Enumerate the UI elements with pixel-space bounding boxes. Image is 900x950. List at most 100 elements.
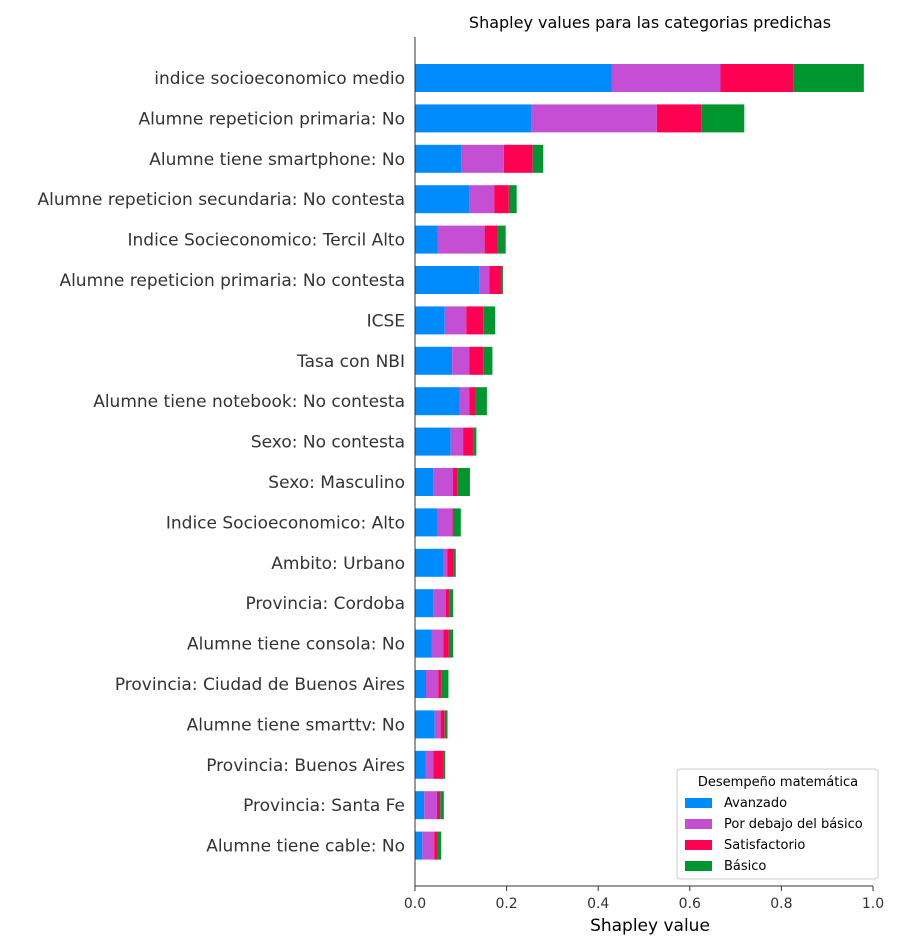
bar-basico-indice-socioeconomico-alto [453,508,461,537]
bar-por-debajo-del-basico-ambito-urbano [443,548,448,577]
bar-basico-sexo-no-contesta [473,427,477,456]
bar-satisfactorio-provincia-buenos-aires [433,750,444,779]
bar-por-debajo-del-basico-alumne-repeticion-primaria-no [531,104,657,133]
bar-basico-ambito-urbano [453,548,456,577]
bar-por-debajo-del-basico-icse [444,306,467,335]
bar-satisfactorio-sexo-no-contesta [463,427,474,456]
bar-avanzado-alumne-tiene-notebook-no-contesta [415,387,460,416]
bar-basico-alumne-repeticion-secundaria-no-contesta [508,185,517,214]
bar-basico-provincia-buenos-aires [443,750,446,779]
bar-basico-alumne-repeticion-primaria-no [701,104,745,133]
bar-satisfactorio-provincia-cordoba [445,589,450,618]
bar-satisfactorio-alumne-tiene-smartphone-no [503,144,533,173]
x-axis-label: Shapley value [590,916,710,936]
legend: Desempeño matemática Avanzado Por debajo … [676,768,879,880]
legend-swatch-satisfactorio [685,840,712,850]
feature-label-icse: ICSE [367,311,405,331]
bar-basico-tasa-con-nbi [483,346,493,375]
feature-label-alumne-tiene-smarttv-no: Alumne tiene smarttv: No [187,715,405,735]
bar-avanzado-alumne-tiene-cable-no [415,831,423,860]
bar-por-debajo-del-basico-alumne-tiene-cable-no [422,831,435,860]
x-tick-label: 0.2 [495,896,517,912]
feature-label-alumne-repeticion-primaria-no-contesta: Alumne repeticion primaria: No contesta [59,271,405,291]
bar-por-debajo-del-basico-alumne-repeticion-primaria-no-contesta [479,266,490,294]
x-tick-label: 0.4 [587,896,609,912]
bar-avanzado-alumne-repeticion-primaria-no-contesta [415,266,480,294]
bar-avanzado-ambito-urbano [415,548,444,577]
bar-satisfactorio-alumne-repeticion-primaria-no [656,104,702,133]
bar-basico-alumne-tiene-notebook-no-contesta [475,387,487,416]
bar-por-debajo-del-basico-sexo-masculino [433,468,454,496]
feature-label-tasa-con-nbi: Tasa con NBI [296,352,405,372]
x-tick-label: 0.8 [770,896,792,912]
legend-frame [676,768,879,880]
x-tick-label: 0.0 [404,896,426,912]
bar-satisfactorio-alumne-repeticion-primaria-no-contesta [489,266,502,294]
bar-avanzado-indice-socioeconomico-medio [415,64,612,92]
bar-basico-alumne-tiene-cable-no [437,831,442,860]
bar-satisfactorio-indice-socioeconomico-alto [452,508,454,537]
feature-label-provincia-santa-fe: Provincia: Santa Fe [243,796,405,816]
bar-por-debajo-del-basico-alumne-tiene-smartphone-no [461,144,504,173]
bar-satisfactorio-indice-socieconomico-tercil-alto [484,225,498,254]
bar-basico-alumne-repeticion-primaria-no-contesta [501,266,503,294]
bar-por-debajo-del-basico-provincia-buenos-aires [425,750,434,779]
bar-basico-provincia-santa-fe [440,791,444,820]
bar-satisfactorio-ambito-urbano [447,548,454,577]
bar-basico-indice-socioeconomico-medio [793,64,864,92]
bar-por-debajo-del-basico-provincia-santa-fe [424,791,437,820]
bar-basico-sexo-masculino [457,468,470,496]
legend-label-por-debajo-del-basico: Por debajo del básico [724,817,863,832]
bar-satisfactorio-provincia-ciudad-de-buenos-aires [438,670,442,698]
bar-avanzado-provincia-cordoba [415,589,434,618]
bar-avanzado-provincia-buenos-aires [415,750,426,779]
bar-avanzado-alumne-repeticion-primaria-no [415,104,532,133]
bar-avanzado-provincia-santa-fe [415,791,425,820]
feature-label-alumne-tiene-notebook-no-contesta: Alumne tiene notebook: No contesta [93,392,405,412]
x-ticks: 0.0 0.2 0.4 0.6 0.8 1.0 [404,886,884,912]
bar-avanzado-sexo-masculino [415,468,434,496]
bar-por-debajo-del-basico-sexo-no-contesta [450,427,464,456]
bar-avanzado-icse [415,306,445,335]
bar-satisfactorio-sexo-masculino [453,468,458,496]
feature-label-alumne-tiene-consola-no: Alumne tiene consola: No [187,635,405,655]
bar-satisfactorio-provincia-santa-fe [436,791,441,820]
bar-avanzado-sexo-no-contesta [415,427,451,456]
bar-por-debajo-del-basico-alumne-repeticion-secundaria-no-contesta [469,185,495,214]
bars-group [415,64,864,860]
bar-basico-icse [483,306,496,335]
bar-por-debajo-del-basico-indice-socieconomico-tercil-alto [437,225,485,254]
feature-label-ambito-urbano: Ambito: Urbano [271,554,405,574]
x-tick-label: 1.0 [862,896,884,912]
feature-label-indice-socioeconomico-alto: Indice Socioeconomico: Alto [166,513,405,533]
feature-label-indice-socioeconomico-medio: indice socioeconomico medio [154,69,405,89]
bar-satisfactorio-alumne-tiene-consola-no [443,629,449,658]
feature-label-provincia-cordoba: Provincia: Cordoba [245,594,405,614]
bar-por-debajo-del-basico-alumne-tiene-smarttv-no [434,710,441,739]
legend-items: Avanzado Por debajo del básico Satisfactor… [685,796,863,874]
bar-satisfactorio-icse [466,306,484,335]
legend-title: Desempeño matemática [698,775,858,790]
bar-basico-alumne-tiene-smartphone-no [532,144,544,173]
bar-satisfactorio-alumne-tiene-notebook-no-contesta [469,387,476,416]
feature-labels: indice socioeconomico medio Alumne repeti… [38,69,406,857]
bar-basico-indice-socieconomico-tercil-alto [497,225,506,254]
bar-por-debajo-del-basico-indice-socioeconomico-medio [611,64,721,92]
legend-swatch-por-debajo-del-basico [685,819,712,829]
feature-label-alumne-tiene-smartphone-no: Alumne tiene smartphone: No [149,150,405,170]
feature-label-indice-socieconomico-tercil-alto: Indice Socieconomico: Tercil Alto [127,231,405,251]
feature-label-sexo-masculino: Sexo: Masculino [268,473,405,493]
bar-por-debajo-del-basico-provincia-ciudad-de-buenos-aires [425,670,439,698]
bar-satisfactorio-alumne-repeticion-secundaria-no-contesta [494,185,509,214]
bar-basico-provincia-cordoba [449,589,454,618]
legend-label-avanzado: Avanzado [724,796,787,811]
bar-por-debajo-del-basico-provincia-cordoba [433,589,446,618]
bar-satisfactorio-alumne-tiene-smarttv-no [440,710,445,739]
bar-avanzado-alumne-repeticion-secundaria-no-contesta [415,185,470,214]
feature-label-provincia-ciudad-de-buenos-aires: Provincia: Ciudad de Buenos Aires [115,675,405,695]
bar-satisfactorio-alumne-tiene-cable-no [434,831,438,860]
feature-label-provincia-buenos-aires: Provincia: Buenos Aires [206,756,405,776]
bar-satisfactorio-indice-socioeconomico-medio [720,64,794,92]
legend-swatch-basico [685,861,712,871]
